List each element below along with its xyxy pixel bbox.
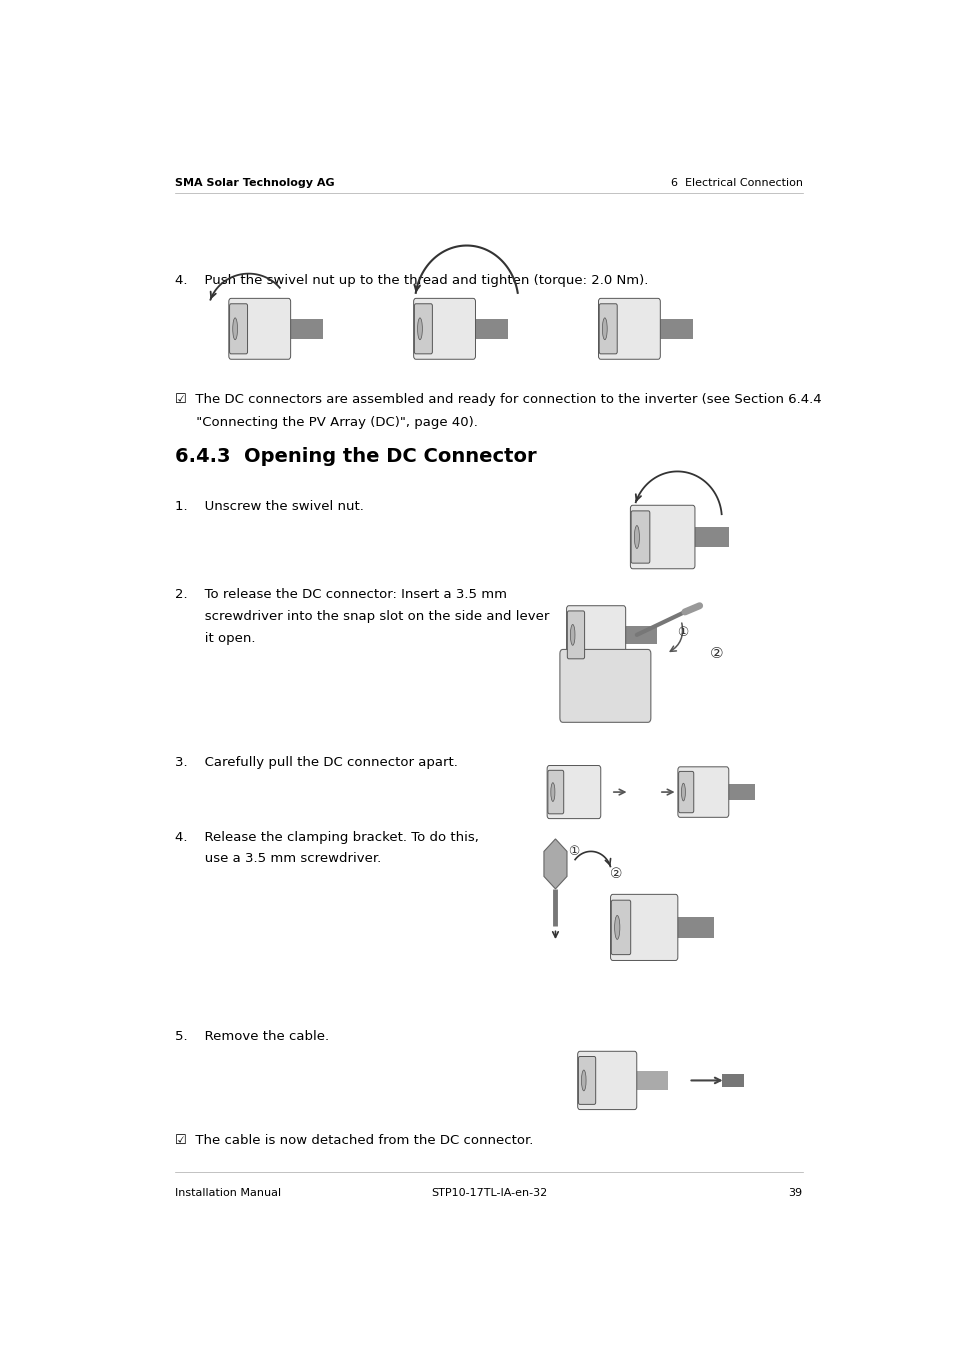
Ellipse shape bbox=[550, 783, 555, 802]
Ellipse shape bbox=[601, 318, 606, 339]
FancyBboxPatch shape bbox=[655, 319, 692, 338]
FancyBboxPatch shape bbox=[598, 299, 659, 360]
FancyBboxPatch shape bbox=[230, 304, 247, 354]
Text: 1.    Unscrew the swivel nut.: 1. Unscrew the swivel nut. bbox=[174, 499, 363, 512]
FancyBboxPatch shape bbox=[547, 771, 563, 814]
Text: 4.    Push the swivel nut up to the thread and tighten (torque: 2.0 Nm).: 4. Push the swivel nut up to the thread … bbox=[174, 273, 648, 287]
Text: Installation Manual: Installation Manual bbox=[174, 1188, 281, 1198]
FancyBboxPatch shape bbox=[414, 304, 432, 354]
FancyBboxPatch shape bbox=[631, 1071, 667, 1090]
Text: 6.4.3  Opening the DC Connector: 6.4.3 Opening the DC Connector bbox=[174, 448, 537, 466]
FancyBboxPatch shape bbox=[678, 767, 728, 818]
FancyBboxPatch shape bbox=[566, 606, 625, 664]
Ellipse shape bbox=[570, 625, 575, 645]
FancyBboxPatch shape bbox=[721, 1075, 743, 1087]
FancyBboxPatch shape bbox=[620, 626, 656, 645]
Text: use a 3.5 mm screwdriver.: use a 3.5 mm screwdriver. bbox=[174, 853, 381, 865]
FancyBboxPatch shape bbox=[631, 511, 649, 564]
FancyBboxPatch shape bbox=[559, 649, 650, 722]
Ellipse shape bbox=[634, 526, 639, 549]
Ellipse shape bbox=[233, 318, 237, 339]
Polygon shape bbox=[543, 838, 566, 888]
Text: "Connecting the PV Array (DC)", page 40).: "Connecting the PV Array (DC)", page 40)… bbox=[174, 416, 477, 429]
Text: 5.    Remove the cable.: 5. Remove the cable. bbox=[174, 1030, 329, 1044]
Text: it open.: it open. bbox=[174, 631, 255, 645]
FancyBboxPatch shape bbox=[285, 319, 323, 338]
Ellipse shape bbox=[417, 318, 422, 339]
Text: ②: ② bbox=[609, 868, 621, 882]
FancyBboxPatch shape bbox=[578, 1052, 636, 1110]
FancyBboxPatch shape bbox=[470, 319, 508, 338]
FancyBboxPatch shape bbox=[678, 772, 693, 813]
Ellipse shape bbox=[614, 915, 619, 940]
FancyBboxPatch shape bbox=[414, 299, 475, 360]
Text: 2.    To release the DC connector: Insert a 3.5 mm: 2. To release the DC connector: Insert a… bbox=[174, 588, 506, 602]
Text: ☑  The cable is now detached from the DC connector.: ☑ The cable is now detached from the DC … bbox=[174, 1133, 533, 1146]
Text: 4.    Release the clamping bracket. To do this,: 4. Release the clamping bracket. To do t… bbox=[174, 830, 478, 844]
FancyBboxPatch shape bbox=[689, 527, 728, 548]
Text: 6  Electrical Connection: 6 Electrical Connection bbox=[670, 178, 802, 188]
FancyBboxPatch shape bbox=[630, 506, 694, 569]
Text: SMA Solar Technology AG: SMA Solar Technology AG bbox=[174, 178, 335, 188]
FancyBboxPatch shape bbox=[672, 917, 713, 938]
FancyBboxPatch shape bbox=[229, 299, 291, 360]
Text: ②: ② bbox=[709, 646, 722, 661]
Text: screwdriver into the snap slot on the side and lever: screwdriver into the snap slot on the si… bbox=[174, 610, 549, 623]
Text: ①: ① bbox=[677, 626, 687, 639]
Text: ☑  The DC connectors are assembled and ready for connection to the inverter (see: ☑ The DC connectors are assembled and re… bbox=[174, 393, 821, 407]
FancyBboxPatch shape bbox=[611, 900, 630, 955]
FancyBboxPatch shape bbox=[578, 1056, 595, 1105]
FancyBboxPatch shape bbox=[723, 784, 754, 800]
Text: ①: ① bbox=[568, 845, 579, 859]
Ellipse shape bbox=[680, 783, 684, 800]
FancyBboxPatch shape bbox=[567, 611, 584, 658]
Ellipse shape bbox=[581, 1069, 585, 1091]
Text: 3.    Carefully pull the DC connector apart.: 3. Carefully pull the DC connector apart… bbox=[174, 756, 457, 769]
FancyBboxPatch shape bbox=[610, 895, 678, 960]
Text: STP10-17TL-IA-en-32: STP10-17TL-IA-en-32 bbox=[431, 1188, 546, 1198]
FancyBboxPatch shape bbox=[598, 304, 617, 354]
FancyBboxPatch shape bbox=[547, 765, 600, 818]
Text: 39: 39 bbox=[788, 1188, 802, 1198]
